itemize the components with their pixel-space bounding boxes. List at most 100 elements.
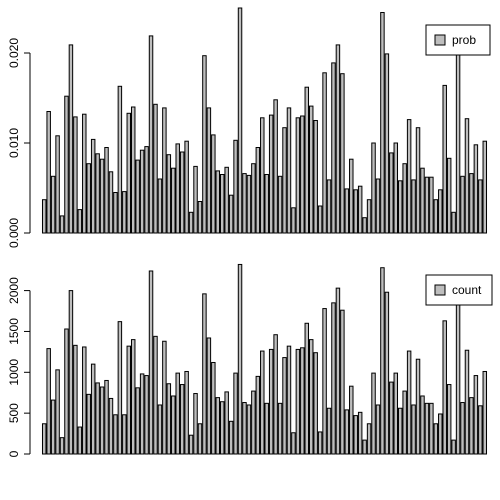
bar-prob-21 [135,159,140,234]
bar-prob-48 [255,147,261,234]
bar-prob-81 [402,163,407,234]
bar-count-71 [357,411,363,455]
bar-count-61 [313,352,318,455]
y-tick-label-1: 0.010 [7,128,21,158]
bar-count-18 [122,414,127,455]
bar-count-41 [224,391,229,455]
bar-count-77 [384,291,390,455]
y-tick-label-2: 1000 [7,359,21,386]
bar-prob-72 [362,217,367,234]
y-tick-label-1: 500 [7,403,21,423]
bar-prob-67 [340,73,345,234]
bar-prob-97 [473,144,479,234]
bar-count-99 [482,370,488,455]
bar-prob-17 [117,85,123,234]
bar-count-26 [157,404,163,455]
bar-prob-58 [300,115,305,234]
bar-count-94 [460,402,465,455]
bar-count-39 [215,397,221,455]
bar-prob-49 [260,117,265,234]
bar-prob-55 [286,107,292,234]
bar-prob-57 [295,117,301,234]
bar-count-47 [251,390,256,455]
bar-prob-59 [304,86,310,234]
bar-count-17 [117,321,123,455]
bar-count-62 [317,431,323,455]
bar-prob-80 [397,180,403,234]
bar-prob-9 [82,113,87,234]
bar-prob-23 [144,146,149,234]
bar-prob-51 [268,114,274,234]
bar-count-36 [202,293,207,455]
bar-prob-30 [175,143,180,234]
bar-count-86 [424,402,430,455]
bar-prob-3 [55,135,60,234]
bar-prob-1 [46,111,51,234]
bar-count-52 [273,334,278,455]
bar-count-24 [148,270,154,455]
bar-prob-15 [108,171,114,234]
bar-prob-69 [349,158,354,234]
bar-count-64 [326,407,332,455]
bar-prob-7 [73,116,78,234]
bar-count-11 [90,363,96,455]
bar-prob-90 [442,84,447,234]
bar-prob-32 [184,140,189,234]
bar-prob-5 [64,95,69,234]
bar-count-46 [246,404,252,455]
legend-label: prob [452,33,476,47]
bar-count-59 [304,322,310,455]
bar-prob-84 [415,127,421,234]
bar-count-35 [197,423,203,455]
bar-count-44 [237,263,243,455]
bar-prob-20 [130,106,136,234]
bar-prob-33 [188,211,194,234]
bar-prob-39 [215,170,221,234]
bar-prob-42 [228,194,234,234]
bar-prob-94 [460,175,465,234]
bar-prob-13 [99,158,105,234]
bar-prob-87 [429,176,434,234]
bar-prob-52 [273,99,278,234]
bar-count-15 [108,397,114,455]
bar-count-16 [113,414,118,455]
bar-prob-11 [90,138,96,234]
legend-label: count [452,283,482,297]
bar-count-13 [99,386,105,455]
bar-count-29 [171,395,176,455]
bar-prob-27 [162,107,167,234]
bar-count-25 [153,335,158,455]
legend-swatch [434,284,446,296]
bar-prob-75 [375,178,381,234]
bar-count-14 [104,379,109,455]
bar-prob-93 [455,49,461,234]
bar-prob-68 [344,188,350,234]
bar-count-82 [406,350,412,455]
bar-count-96 [469,397,474,455]
panel-count: 0 500 1000 1500 2000 count [7,263,493,457]
bar-count-88 [433,423,439,455]
bar-prob-44 [237,7,243,234]
bar-prob-53 [277,175,283,234]
bar-prob-89 [438,189,443,234]
bar-count-91 [446,384,452,455]
y-tick-label-0: 0.000 [7,218,21,248]
bar-prob-47 [251,163,256,234]
bar-count-50 [264,402,269,455]
bar-count-38 [211,361,216,455]
bar-count-10 [86,393,91,455]
bar-count-70 [353,415,358,455]
bar-prob-64 [326,179,332,234]
bar-count-40 [219,401,225,455]
bar-prob-31 [179,151,185,234]
bar-count-90 [442,320,447,455]
bar-prob-37 [206,107,212,234]
bar-count-81 [402,390,407,455]
bar-prob-19 [126,112,132,234]
bar-prob-65 [331,62,336,234]
bar-count-28 [166,383,172,455]
bar-prob-46 [246,174,252,234]
bar-count-78 [389,381,394,455]
bar-count-83 [411,404,416,455]
